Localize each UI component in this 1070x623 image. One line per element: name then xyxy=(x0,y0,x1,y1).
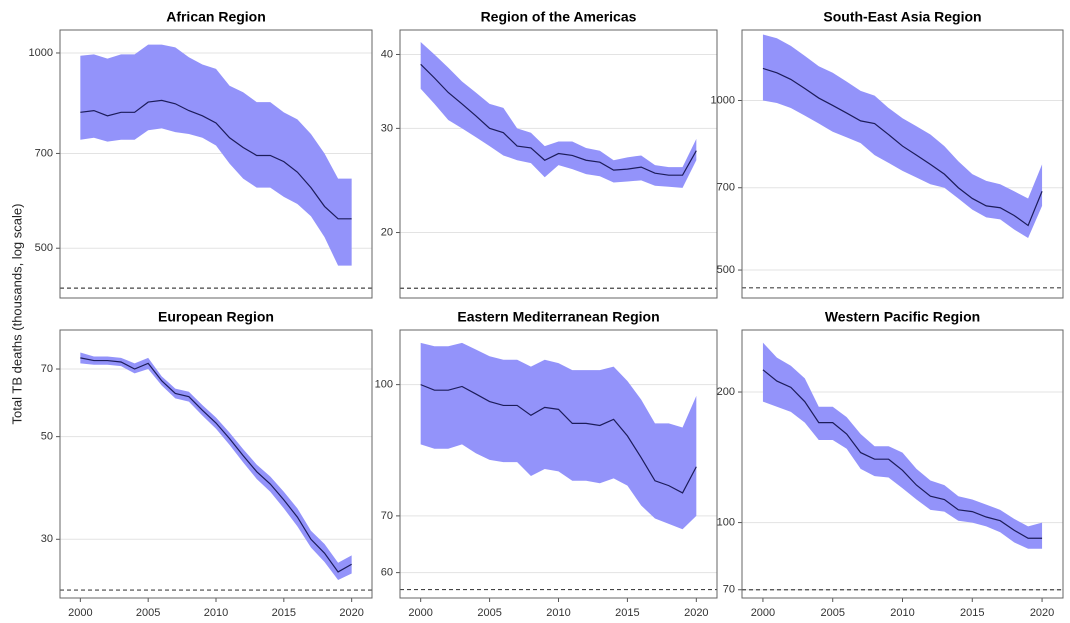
panel-title: Western Pacific Region xyxy=(825,309,980,325)
y-tick-label: 20 xyxy=(381,226,393,238)
x-tick-label: 2000 xyxy=(68,607,92,619)
panel-frame xyxy=(741,29,1064,299)
x-tick-label: 2015 xyxy=(615,607,639,619)
y-tick-label: 70 xyxy=(41,363,53,375)
y-tick-label: 30 xyxy=(41,533,53,545)
panel-frame xyxy=(59,29,373,299)
central-line xyxy=(762,369,1043,539)
x-tick-label: 2005 xyxy=(477,607,501,619)
panel-frame xyxy=(399,329,718,599)
y-tick-label: 60 xyxy=(381,567,393,579)
uncertainty-band xyxy=(80,44,352,266)
uncertainty-band xyxy=(80,352,352,580)
uncertainty-band xyxy=(420,41,697,188)
x-tick-label: 2020 xyxy=(339,607,363,619)
y-tick-label: 500 xyxy=(35,242,53,254)
x-tick-label: 2010 xyxy=(890,607,914,619)
y-tick-label: 700 xyxy=(717,182,735,194)
central-line xyxy=(762,67,1043,227)
central-line xyxy=(420,384,697,494)
y-tick-label: 1000 xyxy=(29,47,53,59)
x-tick-label: 2015 xyxy=(272,607,296,619)
central-line xyxy=(80,357,352,573)
y-tick-label: 30 xyxy=(381,122,393,134)
x-tick-label: 2000 xyxy=(408,607,432,619)
central-line xyxy=(420,63,697,176)
y-tick-label: 70 xyxy=(381,510,393,522)
x-tick-label: 2000 xyxy=(751,607,775,619)
panel-title: African Region xyxy=(166,9,266,25)
y-axis-label: Total TB deaths (thousands, log scale) xyxy=(9,204,24,425)
central-line xyxy=(80,99,352,220)
panel-title: South-East Asia Region xyxy=(823,9,981,25)
uncertainty-band xyxy=(762,34,1043,238)
panel-frame xyxy=(399,29,718,299)
y-tick-label: 200 xyxy=(717,386,735,398)
x-tick-label: 2005 xyxy=(136,607,160,619)
panel-title: Region of the Americas xyxy=(481,9,637,25)
y-tick-label: 500 xyxy=(717,264,735,276)
x-tick-label: 2015 xyxy=(960,607,984,619)
y-tick-label: 100 xyxy=(717,516,735,528)
panel-frame xyxy=(741,329,1064,599)
panel-frame xyxy=(59,329,373,599)
x-tick-label: 2010 xyxy=(204,607,228,619)
x-tick-label: 2010 xyxy=(546,607,570,619)
x-tick-label: 2020 xyxy=(1030,607,1054,619)
y-tick-label: 1000 xyxy=(711,94,735,106)
uncertainty-band xyxy=(762,342,1043,549)
panel-title: Eastern Mediterranean Region xyxy=(457,309,659,325)
y-tick-label: 40 xyxy=(381,48,393,60)
y-tick-label: 100 xyxy=(375,379,393,391)
panel-title: European Region xyxy=(158,309,274,325)
x-tick-label: 2020 xyxy=(684,607,708,619)
uncertainty-band xyxy=(420,342,697,530)
y-tick-label: 70 xyxy=(723,584,735,596)
x-tick-label: 2005 xyxy=(820,607,844,619)
y-tick-label: 50 xyxy=(41,431,53,443)
y-tick-label: 700 xyxy=(35,147,53,159)
